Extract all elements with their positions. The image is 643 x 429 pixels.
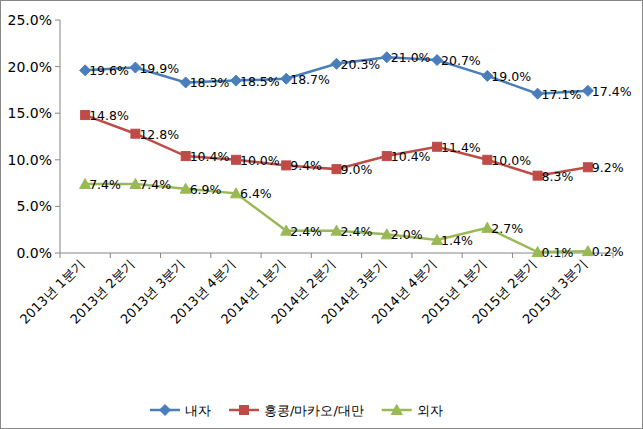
legend-label: 외자 <box>417 403 443 418</box>
plot-area <box>80 52 594 257</box>
data-label: 17.4% <box>592 84 632 99</box>
data-label: 18.3% <box>190 75 230 90</box>
series-line <box>85 57 588 93</box>
data-label: 0.1% <box>542 245 574 260</box>
legend-marker <box>391 405 402 415</box>
data-label: 21.0% <box>391 50 431 65</box>
data-label: 7.4% <box>89 177 121 192</box>
y-tick-label: 20.0% <box>8 59 52 75</box>
data-label: 6.9% <box>190 182 222 197</box>
data-label: 19.0% <box>491 69 531 84</box>
x-tick <box>361 253 362 258</box>
data-label: 2.4% <box>290 224 322 239</box>
data-label: 18.5% <box>240 74 280 89</box>
data-label: 20.7% <box>441 53 481 68</box>
data-label: 19.6% <box>89 63 129 78</box>
x-axis <box>60 253 613 254</box>
y-axis <box>60 20 61 253</box>
legend: 내자 홍콩/마카오/대만 외자 <box>150 403 443 418</box>
x-tick <box>311 253 312 258</box>
data-label: 6.4% <box>240 186 272 201</box>
chart-frame <box>1 1 643 429</box>
data-label: 2.0% <box>391 227 423 242</box>
data-label: 11.4% <box>441 140 481 155</box>
x-tick <box>462 253 463 258</box>
data-label: 9.0% <box>341 162 373 177</box>
x-tick-label: 2015년 3분기 <box>520 257 590 327</box>
data-label: 14.8% <box>89 108 129 123</box>
y-tick <box>55 253 60 254</box>
series-line <box>85 184 588 252</box>
data-label: 9.2% <box>592 160 624 175</box>
y-tick-label: 25.0% <box>8 12 52 28</box>
data-label: 7.4% <box>139 177 171 192</box>
y-tick-label: 5.0% <box>16 198 52 214</box>
data-label: 10.4% <box>391 149 431 164</box>
series-line <box>85 115 588 176</box>
legend-label: 내자 <box>185 403 211 418</box>
data-label: 18.7% <box>290 72 330 87</box>
y-tick <box>55 20 60 21</box>
x-tick <box>60 253 61 258</box>
y-tick <box>55 159 60 160</box>
y-tick-label: 0.0% <box>16 245 52 261</box>
legend-marker <box>240 406 249 415</box>
y-tick <box>55 66 60 67</box>
y-tick-label: 15.0% <box>8 105 52 121</box>
data-label: 10.0% <box>491 153 531 168</box>
y-tick-label: 10.0% <box>8 152 52 168</box>
x-tick <box>160 253 161 258</box>
chart: 0.0%5.0%10.0%15.0%20.0%25.0%2013년 1분기201… <box>0 0 643 429</box>
y-tick <box>55 206 60 207</box>
x-tick <box>210 253 211 258</box>
data-label: 9.4% <box>290 158 322 173</box>
data-label: 1.4% <box>441 233 473 248</box>
data-label: 0.2% <box>592 244 624 259</box>
data-label: 8.3% <box>542 169 574 184</box>
data-label: 20.3% <box>341 57 381 72</box>
data-label: 2.7% <box>491 221 523 236</box>
data-label: 10.4% <box>190 149 230 164</box>
x-tick <box>261 253 262 258</box>
data-label: 12.8% <box>139 127 179 142</box>
legend-marker <box>160 405 171 416</box>
x-tick <box>512 253 513 258</box>
y-tick <box>55 113 60 114</box>
legend-label: 홍콩/마카오/대만 <box>264 403 364 418</box>
data-labels: 19.6% 19.9% 18.3% 18.5% 18.7% 20.3% 21.0% 20.7%… <box>89 50 632 260</box>
data-label: 2.4% <box>341 224 373 239</box>
data-label: 19.9% <box>139 61 179 76</box>
x-tick <box>411 253 412 258</box>
x-tick <box>110 253 111 258</box>
data-label: 17.1% <box>542 87 582 102</box>
data-label: 10.0% <box>240 153 280 168</box>
